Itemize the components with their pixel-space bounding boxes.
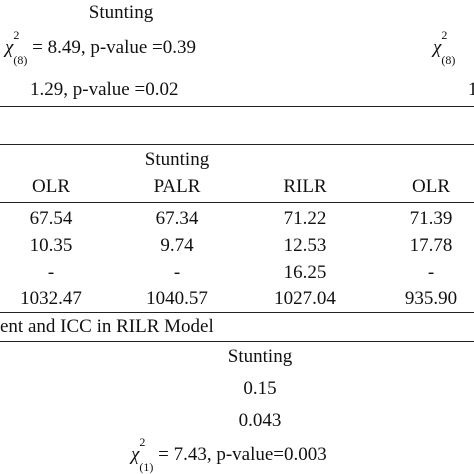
chi-bottom-sup: 2: [139, 435, 146, 449]
top-chi-square-line: χ 2 (8) = 8.49, p-value =0.39: [5, 29, 197, 66]
table-cell: 1040.57: [146, 288, 208, 309]
table-cell: 17.78: [409, 235, 453, 256]
chi-right-sup: 2: [441, 28, 448, 42]
rule-4: [0, 312, 474, 313]
col-header-rilr: RILR: [283, 176, 327, 197]
rule-2: [0, 144, 474, 145]
chi-bottom-indices: 2 (1): [139, 436, 153, 473]
col-header-olr-2: OLR: [412, 176, 450, 197]
table-cell: 71.22: [283, 208, 327, 229]
chi-result: = 8.49, p-value =0.39: [27, 37, 197, 58]
chi-indices: 2 (8): [13, 29, 27, 66]
chi-right-indices: 2 (8): [441, 29, 455, 66]
top-heading: Stunting: [88, 2, 154, 23]
table-cell: 9.74: [160, 235, 194, 256]
chi-symbol: χ: [5, 37, 14, 58]
table-cell: -: [47, 262, 55, 283]
table-cell: 1027.04: [274, 288, 336, 309]
chi-symbol-bottom: χ: [131, 444, 140, 465]
table-cell: 1032.47: [20, 288, 82, 309]
chi-bottom-sub: (1): [139, 459, 154, 474]
rule-3: [0, 202, 474, 203]
top-line-2-right-fragment: 1: [468, 79, 474, 100]
bottom-value-1: 0.15: [243, 378, 277, 399]
top-line-2: 1.29, p-value =0.02: [30, 79, 179, 100]
table-cell: -: [173, 262, 181, 283]
bottom-caption: ent and ICC in RILR Model: [0, 316, 214, 337]
chi-sub: (8): [13, 52, 28, 67]
table-cell: 12.53: [283, 235, 327, 256]
bottom-heading: Stunting: [227, 346, 293, 367]
table-group-label: Stunting: [144, 149, 210, 170]
col-header-palr: PALR: [153, 176, 201, 197]
table-cell: 16.25: [283, 262, 327, 283]
chi-bottom-result: = 7.43, p-value=0.003: [153, 444, 327, 465]
chi-right-sub: (8): [441, 52, 456, 67]
table-cell: 71.39: [409, 208, 453, 229]
bottom-chi-square-line: χ 2 (1) = 7.43, p-value=0.003: [131, 436, 327, 473]
table-cell: 935.90: [404, 288, 458, 309]
table-cell: 10.35: [29, 235, 73, 256]
table-cell: -: [427, 262, 435, 283]
table-cell: 67.34: [155, 208, 199, 229]
table-cell: 67.54: [29, 208, 73, 229]
rule-5: [0, 341, 474, 342]
bottom-value-2: 0.043: [238, 410, 282, 431]
rule-1: [0, 106, 474, 107]
top-right-chi-fragment: χ 2 (8): [433, 29, 455, 66]
chi-symbol-right: χ: [433, 37, 442, 58]
col-header-olr: OLR: [32, 176, 70, 197]
chi-sup: 2: [13, 28, 20, 42]
